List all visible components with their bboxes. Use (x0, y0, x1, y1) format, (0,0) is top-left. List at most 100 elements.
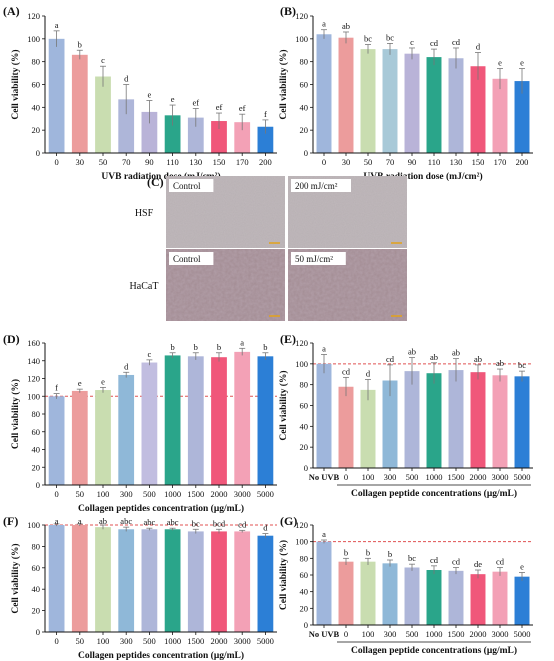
bar-a-7 (211, 121, 227, 153)
x-tick-label: 100 (362, 629, 375, 639)
y-tick-label: 60 (32, 80, 41, 90)
x-tick-label: 1500 (448, 629, 465, 639)
significance-letter: b (217, 342, 221, 352)
x-axis-title: UVB radiation dose (mJ/cm²) (101, 171, 220, 182)
significance-letter: cd (386, 354, 395, 364)
chart-e: (E)aNo UVBcd0d100cd300ab500ab1000ab1500a… (278, 332, 533, 499)
x-tick-label: 50 (76, 489, 85, 499)
y-tick-label: 120 (27, 11, 40, 21)
x-tick-label: 130 (450, 157, 463, 167)
bar-f-1 (71, 525, 88, 632)
significance-letter: cd (342, 366, 351, 376)
x-tick-label: 0 (322, 157, 326, 167)
x-tick-label: 500 (406, 472, 419, 482)
x-tick-label: 1500 (187, 636, 204, 646)
bar-b-7 (470, 66, 486, 153)
significance-letter: b (344, 547, 348, 557)
bar-d-8 (234, 351, 251, 485)
y-tick-label: 120 (295, 11, 308, 21)
significance-letter: c (148, 349, 152, 359)
bar-a-9 (257, 126, 274, 153)
x-tick-label: 150 (472, 157, 485, 167)
y-tick-label: 20 (32, 125, 41, 135)
x-tick-label: 5000 (514, 629, 531, 639)
panel-label-f: (F) (3, 514, 18, 528)
bar-e-3 (382, 380, 398, 468)
significance-letter: bc (518, 360, 526, 370)
chart-d: (D)f0e50e100d300c500b1000b1500b2000a3000… (3, 332, 277, 514)
y-axis-title: Cell viability (%) (278, 540, 289, 610)
significance-letter: ab (496, 358, 504, 368)
y-tick-label: 100 (27, 391, 40, 401)
y-tick-label: 20 (32, 462, 41, 472)
y-tick-label: 40 (300, 421, 309, 431)
bar-d-2 (95, 390, 111, 485)
y-tick-label: 0 (36, 627, 40, 637)
panel-label-g: (G) (280, 514, 297, 528)
y-tick-label: 60 (300, 80, 309, 90)
significance-letter: e (101, 376, 105, 386)
bar-b-1 (338, 37, 354, 153)
x-tick-label: 1500 (187, 489, 204, 499)
x-tick-label: 200 (259, 157, 272, 167)
bar-g-3 (382, 563, 398, 625)
x-axis-title: UVB radiation dose (mJ/cm²) (363, 171, 482, 182)
significance-letter: b (170, 342, 174, 352)
x-tick-label: 170 (494, 157, 507, 167)
significance-letter: e (171, 94, 175, 104)
x-tick-label: 300 (384, 472, 397, 482)
x-tick-label: 500 (143, 636, 156, 646)
micrograph-caption-box (169, 252, 214, 265)
significance-letter: ef (216, 102, 223, 112)
bar-b-6 (448, 58, 464, 153)
significance-letter: de (474, 559, 482, 569)
panel-c-micrographs: (C) HSF Control 200 mJ/cm² HaCaT Control 50 mJ… (130, 175, 407, 321)
bar-a-3 (118, 99, 135, 153)
bar-f-9 (257, 535, 274, 632)
y-tick-label: 0 (36, 148, 40, 158)
x-tick-label: 3000 (492, 629, 509, 639)
bar-b-8 (492, 78, 508, 153)
y-tick-label: 20 (300, 603, 309, 613)
significance-letter: e (520, 58, 524, 68)
bar-d-6 (187, 356, 204, 485)
bar-d-3 (118, 374, 135, 485)
panel-label-d: (D) (3, 332, 20, 346)
y-tick-label: 80 (300, 380, 309, 390)
x-tick-label: 3000 (234, 636, 251, 646)
x-tick-label: 90 (145, 157, 154, 167)
x-tick-label: 500 (406, 629, 419, 639)
significance-letter: d (263, 523, 268, 533)
y-tick-label: 60 (300, 570, 309, 580)
bar-g-2 (360, 561, 376, 625)
bar-b-9 (514, 81, 530, 153)
x-tick-label: 1500 (448, 472, 465, 482)
significance-letter: b (263, 342, 267, 352)
significance-letter: cd (238, 519, 247, 529)
significance-letter: a (322, 529, 326, 539)
x-axis-title: Collagen peptides concentration (μg/mL) (78, 650, 244, 661)
significance-letter: b (388, 549, 392, 559)
y-tick-label: 0 (304, 463, 308, 473)
bar-a-8 (234, 122, 251, 153)
bar-g-1 (338, 561, 354, 625)
y-tick-label: 60 (300, 401, 309, 411)
y-tick-label: 160 (27, 338, 40, 348)
bar-d-5 (164, 355, 181, 485)
micrograph-caption-box (291, 252, 346, 265)
significance-letter: bc (386, 32, 394, 42)
bar-g-5 (426, 570, 442, 625)
significance-letter: f (264, 109, 267, 119)
significance-letter: d (476, 42, 481, 52)
bar-f-7 (211, 531, 227, 632)
y-tick-label: 0 (36, 480, 40, 490)
significance-letter: a (55, 516, 59, 526)
significance-letter: e (498, 58, 502, 68)
bar-f-6 (187, 531, 204, 632)
bar-b-3 (382, 49, 398, 153)
significance-letter: ab (99, 516, 107, 526)
y-tick-label: 100 (295, 359, 308, 369)
y-axis-title: Cell viability (%) (10, 379, 21, 449)
bar-d-4 (141, 362, 158, 485)
